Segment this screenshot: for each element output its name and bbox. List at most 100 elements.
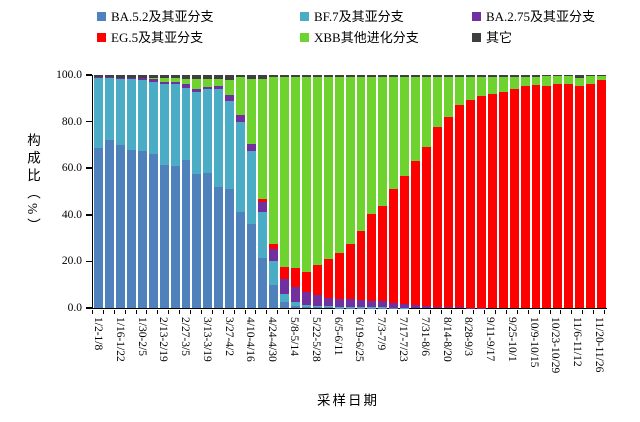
bar-segment xyxy=(597,75,607,81)
y-axis-title: 构成比（%） xyxy=(25,133,40,236)
x-tick-mark xyxy=(484,310,486,314)
bar-segment xyxy=(192,89,202,93)
x-tick-mark xyxy=(516,310,518,314)
bar-segment xyxy=(203,172,213,308)
x-axis-label: 7/31-8/6 xyxy=(418,317,431,356)
legend: BA.5.2及其亚分支 BF.7及其亚分支 BA.2.75及其亚分支 EG.5及其亚分… xyxy=(97,10,595,44)
x-axis-label: 2/13-2/19 xyxy=(157,317,170,362)
stacked-bar xyxy=(148,75,158,308)
bar-segment xyxy=(356,75,366,78)
bar-segment xyxy=(433,126,442,307)
y-tick-label: 40.0 xyxy=(61,208,82,221)
bar-segment xyxy=(269,284,278,308)
x-tick-mark xyxy=(298,310,300,314)
x-tick-mark xyxy=(473,310,475,314)
x-axis-label: 7/3-7/9 xyxy=(375,317,388,351)
y-tick-mark xyxy=(85,74,92,76)
bar-segment xyxy=(148,153,158,308)
bar-segment xyxy=(137,77,147,80)
bar-segment xyxy=(575,75,585,78)
legend-item: XBB其他进化分支 xyxy=(300,31,472,44)
bar-segment xyxy=(400,176,410,305)
bar-segment xyxy=(170,83,180,166)
bar-segment xyxy=(378,77,388,206)
bar-segment xyxy=(104,77,114,79)
bar-segment xyxy=(454,307,464,308)
x-tick-mark xyxy=(560,310,562,314)
bar-segment xyxy=(509,88,519,308)
bar-segment xyxy=(454,75,464,78)
bar-segment xyxy=(279,302,289,308)
bar-segment xyxy=(389,75,399,78)
bar-segment xyxy=(444,116,453,308)
bar-segment xyxy=(487,94,497,308)
bar-segment xyxy=(290,75,300,78)
bar-segment xyxy=(542,76,552,86)
stacked-bar xyxy=(400,75,410,308)
bar-segment xyxy=(148,75,158,79)
x-tick-mark xyxy=(527,310,529,314)
x-tick-mark xyxy=(604,310,605,314)
x-tick-mark xyxy=(571,310,573,314)
x-tick-mark xyxy=(200,310,202,314)
bar-segment xyxy=(509,75,519,78)
bar-segment xyxy=(301,271,311,292)
x-tick-mark xyxy=(418,310,420,314)
bar-segment xyxy=(334,253,344,299)
x-axis-label: 9/11-9/17 xyxy=(484,317,497,362)
bar-segment xyxy=(94,77,103,149)
stacked-bar xyxy=(356,75,366,308)
x-tick-mark xyxy=(407,310,409,314)
stacked-bar xyxy=(411,75,421,308)
x-axis-title: 采样日期 xyxy=(317,393,379,408)
bar-segment xyxy=(236,212,246,308)
bar-segment xyxy=(94,148,103,308)
bar-segment xyxy=(126,79,136,150)
bar-segment xyxy=(269,75,278,78)
bar-segment xyxy=(170,165,180,308)
stacked-bar xyxy=(575,75,585,308)
bar-segment xyxy=(247,78,257,144)
bar-segment xyxy=(148,78,158,80)
bar-segment xyxy=(269,248,278,262)
bar-segment xyxy=(575,85,585,308)
bar-segment xyxy=(247,75,257,79)
bar-segment xyxy=(378,301,388,308)
x-tick-mark xyxy=(440,310,442,314)
bar-segment xyxy=(487,75,497,78)
bar-segment xyxy=(444,307,453,308)
bar-segment xyxy=(214,75,224,79)
bar-segment xyxy=(181,87,191,161)
bar-segment xyxy=(323,297,333,307)
bar-segment xyxy=(126,75,136,78)
x-tick-mark xyxy=(505,310,507,314)
bar-segment xyxy=(509,77,519,89)
bar-segment xyxy=(192,92,202,175)
bar-segment xyxy=(378,75,388,78)
stacked-bar xyxy=(192,75,202,308)
stacked-bar xyxy=(94,75,103,308)
bar-segment xyxy=(345,75,355,78)
bar-segment xyxy=(181,78,191,85)
legend-swatch-icon xyxy=(97,12,106,21)
bar-segment xyxy=(214,186,224,308)
x-axis-label: 3/27-4/2 xyxy=(222,317,235,356)
stacked-bar xyxy=(553,75,563,308)
bar-segment xyxy=(290,77,300,269)
x-tick-mark xyxy=(549,310,551,314)
bar-segment xyxy=(301,77,311,272)
bar-segment xyxy=(400,77,410,177)
x-tick-mark xyxy=(92,310,93,314)
bar-segment xyxy=(476,77,486,97)
stacked-bar xyxy=(542,75,552,308)
bar-segment xyxy=(203,78,213,87)
x-tick-mark xyxy=(179,310,181,314)
bar-segment xyxy=(553,76,563,85)
x-tick-mark xyxy=(146,310,148,314)
x-tick-mark xyxy=(309,310,311,314)
legend-swatch-icon xyxy=(472,33,481,42)
bar-segment xyxy=(356,306,366,308)
bar-segment xyxy=(498,75,508,78)
bar-segment xyxy=(433,306,442,308)
